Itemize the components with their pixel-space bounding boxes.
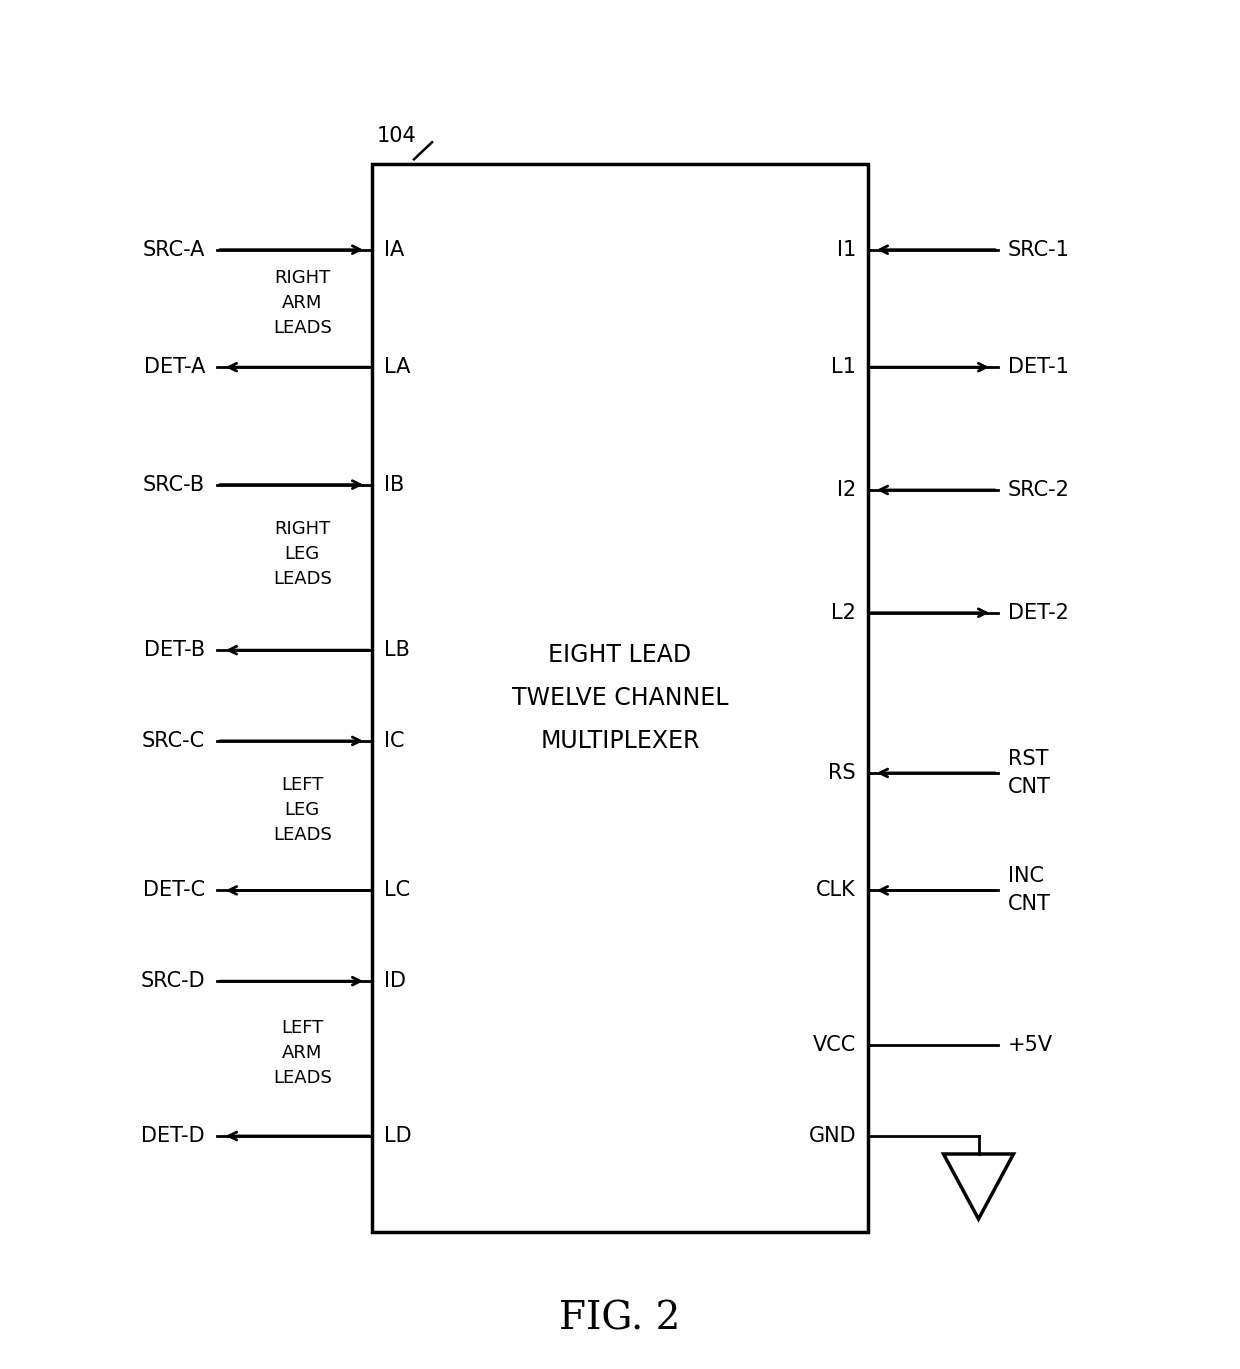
Text: GND: GND [808,1125,856,1146]
Text: +5V: +5V [1008,1035,1053,1055]
Text: FIG. 2: FIG. 2 [559,1301,681,1338]
Text: I2: I2 [837,481,856,500]
Text: SRC-C: SRC-C [141,731,205,752]
Bar [372,164,868,1232]
Text: LD: LD [384,1125,412,1146]
Text: LA: LA [384,357,410,378]
Text: SRC-A: SRC-A [143,240,205,260]
Text: LB: LB [384,641,410,660]
Text: SRC-B: SRC-B [143,475,205,494]
Text: IB: IB [384,475,404,494]
Text: ID: ID [384,971,405,991]
Text: CLK: CLK [816,880,856,901]
Text: DET-2: DET-2 [1008,602,1069,623]
Text: IA: IA [384,240,404,260]
Text: L2: L2 [831,602,856,623]
Text: INC
CNT: INC CNT [1008,867,1050,914]
Text: DET-C: DET-C [143,880,205,901]
Text: LEFT
ARM
LEADS: LEFT ARM LEADS [273,1019,331,1087]
Text: DET-D: DET-D [141,1125,205,1146]
Text: LEFT
LEG
LEADS: LEFT LEG LEADS [273,776,331,845]
Text: IC: IC [384,731,404,752]
Text: L1: L1 [831,357,856,378]
Text: RIGHT
LEG
LEADS: RIGHT LEG LEADS [273,520,331,589]
Text: I1: I1 [837,240,856,260]
Text: 104: 104 [377,126,417,146]
Text: DET-A: DET-A [144,357,205,378]
Text: SRC-1: SRC-1 [1008,240,1070,260]
Text: SRC-D: SRC-D [140,971,205,991]
Text: RIGHT
ARM
LEADS: RIGHT ARM LEADS [273,270,331,337]
Text: VCC: VCC [812,1035,856,1055]
Text: RST
CNT: RST CNT [1008,749,1050,797]
Text: LC: LC [384,880,410,901]
Text: SRC-2: SRC-2 [1008,481,1070,500]
Text: EIGHT LEAD
TWELVE CHANNEL
MULTIPLEXER: EIGHT LEAD TWELVE CHANNEL MULTIPLEXER [512,643,728,753]
Text: DET-1: DET-1 [1008,357,1069,378]
Text: RS: RS [828,763,856,783]
Text: DET-B: DET-B [144,641,205,660]
